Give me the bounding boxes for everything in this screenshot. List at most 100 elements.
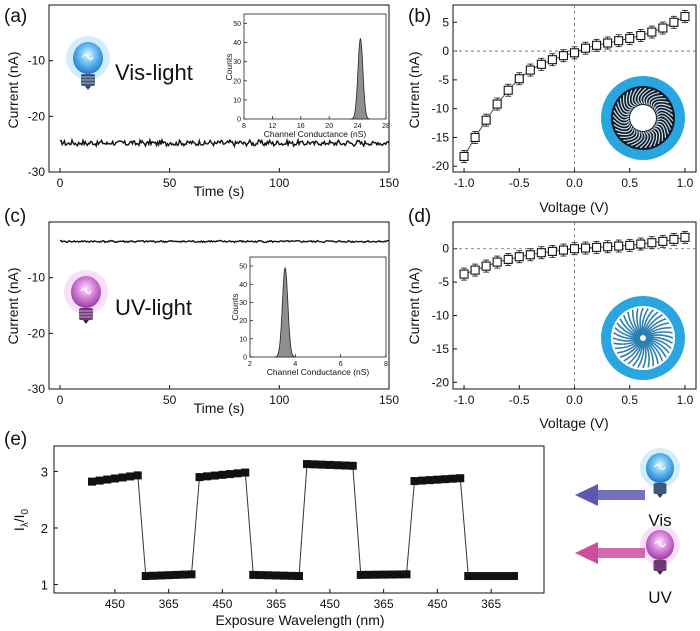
grafted-chain [645, 331, 673, 338]
grafted-chain [651, 128, 658, 147]
grafted-chain [614, 327, 641, 339]
x-tick-label: 0 [57, 393, 64, 407]
x-tick-label: 365 [159, 597, 179, 611]
plot-frame-a [48, 4, 390, 173]
x-tick-label: 0.0 [566, 393, 583, 407]
y-tick-label: -10 [432, 102, 450, 116]
grafted-chain [645, 92, 660, 105]
data-point [126, 472, 135, 481]
inset-x-tick-label: 24 [354, 123, 362, 130]
light-label-a: Vis-light [115, 60, 193, 85]
data-points-d [459, 230, 690, 281]
x-tick-label: 450 [212, 597, 232, 611]
panel-a: (a) -10-20-30 0 50 100 150 Time (s) Current… [4, 4, 399, 199]
data-point [658, 236, 668, 246]
inset-x-tick-label: 12 [269, 123, 277, 130]
grafted-chain [640, 88, 651, 105]
data-point [471, 572, 480, 581]
grafted-chain [626, 131, 641, 144]
inset-y-tick-label: 40 [233, 40, 241, 47]
grafted-chain [641, 308, 649, 336]
histogram-peak [274, 267, 296, 358]
x-tick-label: 150 [379, 393, 399, 407]
inset-xlabel-c: Channel Conductance (nS) [267, 367, 370, 377]
grafted-chain [637, 87, 647, 105]
y-tick-label: -5 [438, 275, 449, 289]
inset-y-tick-label: 10 [239, 336, 247, 343]
inset-y-tick-label: 50 [233, 21, 241, 28]
y-axis-label-c: Current (nA) [5, 267, 21, 344]
data-point [479, 572, 488, 581]
inset-ylabel-a: Counts [224, 54, 234, 81]
x-tick-label: 0.5 [621, 176, 638, 190]
arrow-left-icon [575, 484, 645, 506]
data-point [295, 572, 303, 581]
data-point [218, 470, 227, 479]
data-point [157, 571, 165, 580]
data-point [625, 240, 635, 250]
inset-histogram-c: 2 4 6 8 0 10 20 30 40 50 Counts Channel Conductan… [230, 256, 388, 377]
grafted-chain [652, 127, 661, 144]
grafted-chain [619, 318, 641, 338]
x-tick-label: 100 [269, 176, 289, 190]
x-tick-label: 50 [163, 176, 177, 190]
data-point [647, 27, 657, 37]
series-line-c [59, 239, 390, 244]
inset-y-tick-label: 0 [243, 355, 247, 362]
grafted-chain [617, 101, 630, 116]
data-point [348, 461, 357, 470]
y-tick-label: 2 [41, 521, 48, 536]
data-point [88, 477, 96, 486]
data-point [459, 269, 469, 279]
data-point [287, 571, 296, 580]
grafted-chain [645, 337, 670, 354]
data-point [514, 252, 524, 262]
grafted-chain [655, 123, 667, 138]
data-point [141, 572, 150, 581]
x-tick-label: 450 [105, 597, 125, 611]
data-point [592, 242, 602, 252]
panel-label-d: (d) [408, 206, 431, 227]
grafted-chain [613, 332, 641, 340]
grafted-chain [634, 87, 642, 106]
grafted-chain [614, 126, 633, 133]
y-axis-label-b: Current (nA) [406, 51, 422, 128]
grafted-chain [637, 340, 645, 368]
x-axis-e: 450 365 450 365 450 365 450 365 [105, 589, 501, 611]
y-tick-label: -20 [432, 159, 450, 173]
data-point [569, 48, 580, 58]
grafted-chain [652, 100, 669, 109]
grafted-chain [656, 112, 674, 122]
data-point [226, 470, 234, 479]
panel-label-e: (e) [4, 429, 27, 450]
data-point [372, 570, 380, 579]
data-points-b [459, 10, 690, 163]
y-tick-label: 1 [41, 578, 48, 593]
data-point [502, 572, 511, 581]
y-axis-e: 1 2 3 [41, 464, 58, 593]
panel-label-c: (c) [4, 206, 26, 227]
x-axis-label-c: Time (s) [194, 400, 245, 416]
x-tick-label: 0.5 [621, 393, 638, 407]
x-tick-label: -1.0 [454, 393, 475, 407]
grafted-chain [643, 89, 656, 105]
data-points-e [88, 460, 518, 581]
x-tick-label: 100 [269, 393, 289, 407]
grafted-chain [644, 130, 652, 149]
data-point [636, 30, 646, 41]
x-tick-label: 450 [427, 597, 447, 611]
grafted-chain [614, 105, 630, 118]
uv-side-label: UV [648, 588, 672, 607]
x-axis-d: -1.0 -0.5 0.0 0.5 1.0 [454, 385, 694, 407]
x-tick-label: 365 [266, 597, 286, 611]
grafted-chain [619, 129, 636, 139]
y-tick-label: -10 [432, 309, 450, 323]
data-point [558, 51, 569, 61]
inset-y-tick-label: 30 [233, 59, 241, 66]
data-point [558, 245, 569, 255]
data-point [470, 132, 480, 142]
data-point [256, 571, 265, 580]
inset-x-tick-label: 16 [297, 123, 305, 130]
grafted-chain [614, 339, 642, 350]
grafted-chain [644, 326, 672, 337]
